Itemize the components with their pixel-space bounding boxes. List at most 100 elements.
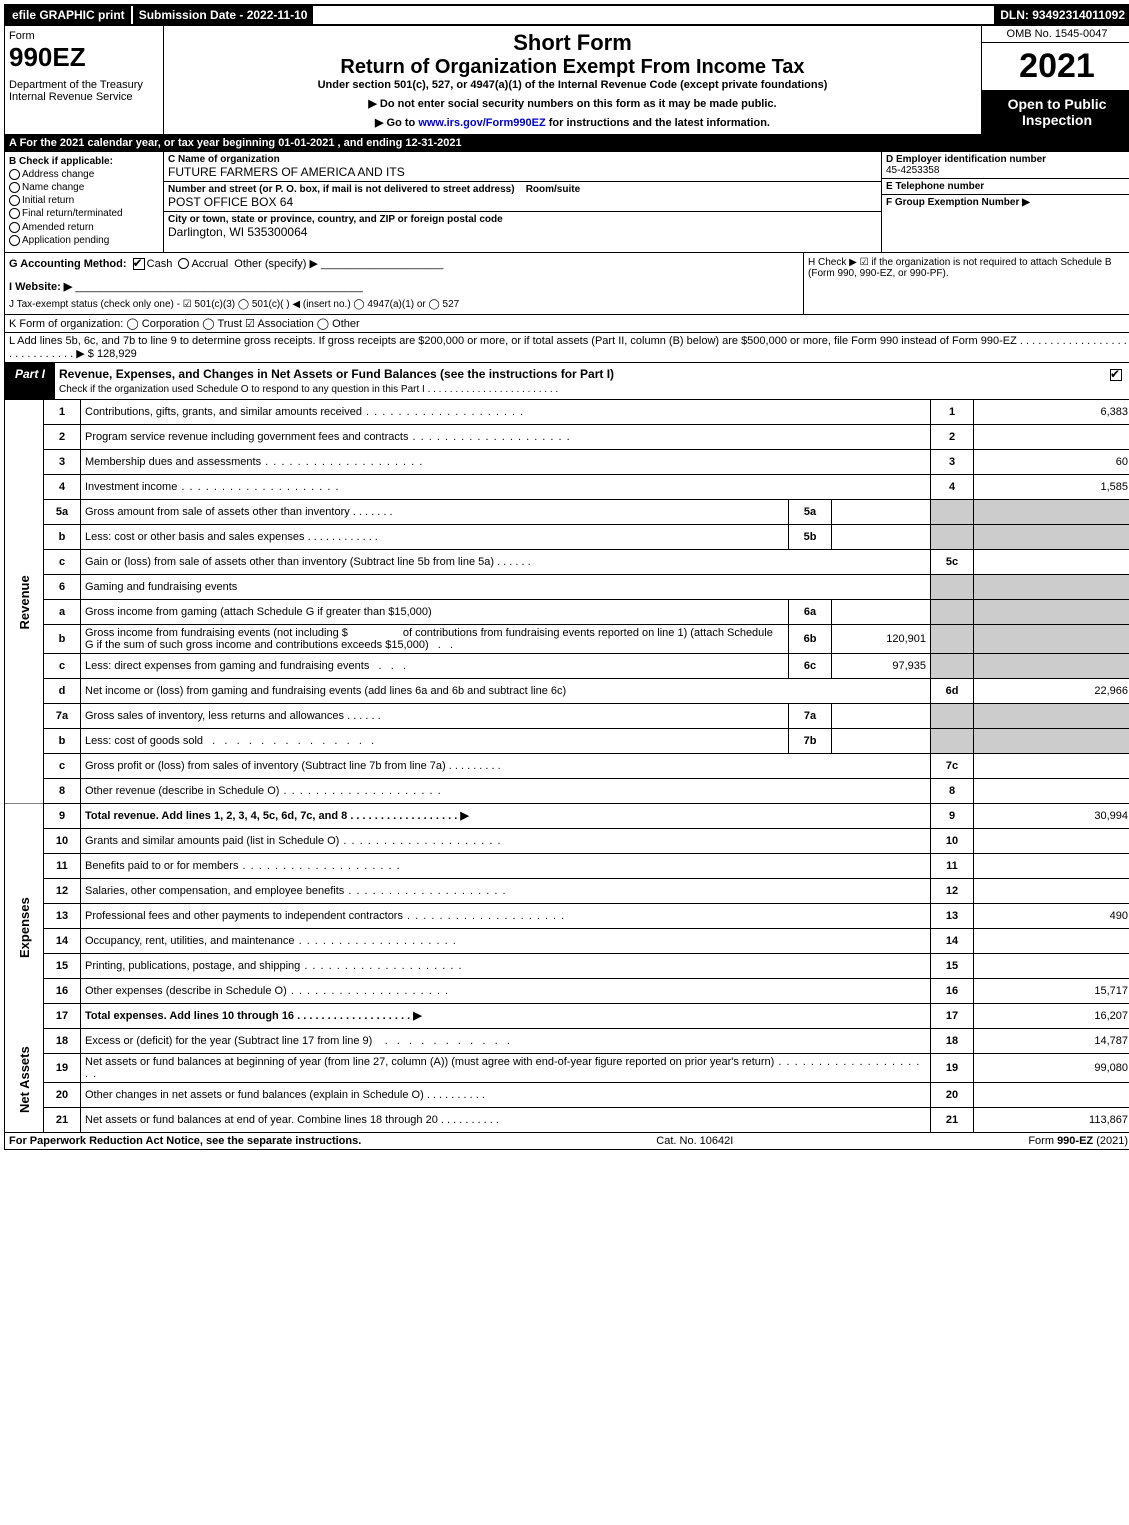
line-6b: b Gross income from fundraising events (…: [5, 624, 1129, 653]
l5a-desc: Gross amount from sale of assets other t…: [85, 506, 350, 518]
revenue-side-label: Revenue: [5, 400, 44, 804]
l6c-desc: Less: direct expenses from gaming and fu…: [85, 660, 369, 672]
l13-right: 13: [931, 903, 974, 928]
chk-name-change[interactable]: Name change: [9, 182, 159, 193]
page-footer: For Paperwork Reduction Act Notice, see …: [4, 1133, 1129, 1150]
line-6d: d Net income or (loss) from gaming and f…: [5, 678, 1129, 703]
l20-right: 20: [931, 1082, 974, 1107]
l6a-right-shade: [931, 599, 974, 624]
l17-amount: 16,207: [974, 1003, 1129, 1028]
line-1: Revenue 1 Contributions, gifts, grants, …: [5, 400, 1129, 425]
irs-label: Internal Revenue Service: [9, 91, 159, 103]
l9-side-blank: [5, 803, 44, 828]
l3-desc: Membership dues and assessments: [85, 456, 261, 468]
section-k: K Form of organization: ◯ Corporation ◯ …: [4, 315, 1129, 333]
l6c-num: c: [44, 653, 81, 678]
l6-amount-shade: [974, 574, 1129, 599]
l4-num: 4: [44, 474, 81, 499]
line-15: 15 Printing, publications, postage, and …: [5, 953, 1129, 978]
form-header: Form 990EZ Department of the Treasury In…: [4, 26, 1129, 135]
chk-initial-return[interactable]: Initial return: [9, 195, 159, 206]
l4-desc: Investment income: [85, 481, 177, 493]
irs-link[interactable]: www.irs.gov/Form990EZ: [418, 117, 545, 129]
top-bar-spacer: [313, 6, 994, 24]
chk-application-pending[interactable]: Application pending: [9, 235, 159, 246]
l19-desc: Net assets or fund balances at beginning…: [85, 1056, 774, 1068]
section-e: E Telephone number: [882, 179, 1129, 195]
l13-desc: Professional fees and other payments to …: [85, 910, 403, 922]
chk-cash[interactable]: [133, 258, 145, 270]
line-14: 14 Occupancy, rent, utilities, and maint…: [5, 928, 1129, 953]
l14-right: 14: [931, 928, 974, 953]
line-8: 8 Other revenue (describe in Schedule O)…: [5, 778, 1129, 803]
l7a-subval: [832, 703, 931, 728]
l21-desc: Net assets or fund balances at end of ye…: [85, 1114, 438, 1126]
part1-label: Part I: [5, 363, 55, 399]
l13-amount: 490: [974, 903, 1129, 928]
chk-accrual[interactable]: [178, 258, 189, 269]
l21-right: 21: [931, 1107, 974, 1132]
l5b-subval: [832, 524, 931, 549]
line-12: 12 Salaries, other compensation, and emp…: [5, 878, 1129, 903]
chk-amended-return[interactable]: Amended return: [9, 222, 159, 233]
line-7c: c Gross profit or (loss) from sales of i…: [5, 753, 1129, 778]
line-5b: b Less: cost or other basis and sales ex…: [5, 524, 1129, 549]
line-6a: a Gross income from gaming (attach Sched…: [5, 599, 1129, 624]
short-form-title: Short Form: [168, 30, 977, 56]
chk-address-change-label: Address change: [22, 169, 94, 180]
dln-label: DLN: 93492314011092: [994, 6, 1129, 24]
l5c-desc: Gain or (loss) from sale of assets other…: [85, 556, 494, 568]
chk-final-return[interactable]: Final return/terminated: [9, 208, 159, 219]
l16-num: 16: [44, 978, 81, 1003]
l11-desc: Benefits paid to or for members: [85, 860, 238, 872]
l5c-num: c: [44, 549, 81, 574]
l8-num: 8: [44, 778, 81, 803]
l2-amount: [974, 424, 1129, 449]
l14-desc: Occupancy, rent, utilities, and maintena…: [85, 935, 295, 947]
l15-num: 15: [44, 953, 81, 978]
l16-amount: 15,717: [974, 978, 1129, 1003]
l6a-desc: Gross income from gaming (attach Schedul…: [81, 599, 789, 624]
l20-desc: Other changes in net assets or fund bala…: [85, 1089, 424, 1101]
l5a-right-shade: [931, 499, 974, 524]
section-h: H Check ▶ ☑ if the organization is not r…: [803, 253, 1129, 314]
l21-num: 21: [44, 1107, 81, 1132]
l9-num: 9: [44, 803, 81, 828]
l5a-subval: [832, 499, 931, 524]
part1-check[interactable]: [1102, 363, 1129, 399]
l17-num: 17: [44, 1003, 81, 1028]
l7b-right-shade: [931, 728, 974, 753]
line-19: 19 Net assets or fund balances at beginn…: [5, 1053, 1129, 1082]
part1-header: Part I Revenue, Expenses, and Changes in…: [4, 363, 1129, 400]
l11-num: 11: [44, 853, 81, 878]
line-11: 11 Benefits paid to or for members 11: [5, 853, 1129, 878]
line-3: 3 Membership dues and assessments 3 60: [5, 449, 1129, 474]
l3-num: 3: [44, 449, 81, 474]
city-value: Darlington, WI 535300064: [168, 225, 877, 239]
return-of-title: Return of Organization Exempt From Incom…: [168, 56, 977, 79]
other-label: Other (specify) ▶: [234, 258, 318, 270]
l-amount: 128,929: [97, 348, 137, 360]
line-7b: b Less: cost of goods sold . . . . . . .…: [5, 728, 1129, 753]
l6c-right-shade: [931, 653, 974, 678]
part1-title: Revenue, Expenses, and Changes in Net As…: [55, 363, 1102, 399]
l6a-sub: 6a: [789, 599, 832, 624]
l7b-num: b: [44, 728, 81, 753]
l6a-num: a: [44, 599, 81, 624]
goto-link[interactable]: ▶ Go to www.irs.gov/Form990EZ for instru…: [168, 116, 977, 129]
efile-print-label[interactable]: efile GRAPHIC print: [6, 6, 131, 24]
l6a-subval: [832, 599, 931, 624]
l15-desc: Printing, publications, postage, and shi…: [85, 960, 300, 972]
l10-right: 10: [931, 828, 974, 853]
l16-right: 16: [931, 978, 974, 1003]
l10-desc: Grants and similar amounts paid (list in…: [85, 835, 339, 847]
omb-number: OMB No. 1545-0047: [982, 26, 1129, 43]
chk-address-change[interactable]: Address change: [9, 169, 159, 180]
l5a-amount-shade: [974, 499, 1129, 524]
l6a-amount-shade: [974, 599, 1129, 624]
under-section: Under section 501(c), 527, or 4947(a)(1)…: [168, 79, 977, 91]
form-ref-suffix: (2021): [1093, 1135, 1128, 1147]
l5c-right: 5c: [931, 549, 974, 574]
section-c-city-row: City or town, state or province, country…: [164, 212, 881, 241]
l6-right-shade: [931, 574, 974, 599]
